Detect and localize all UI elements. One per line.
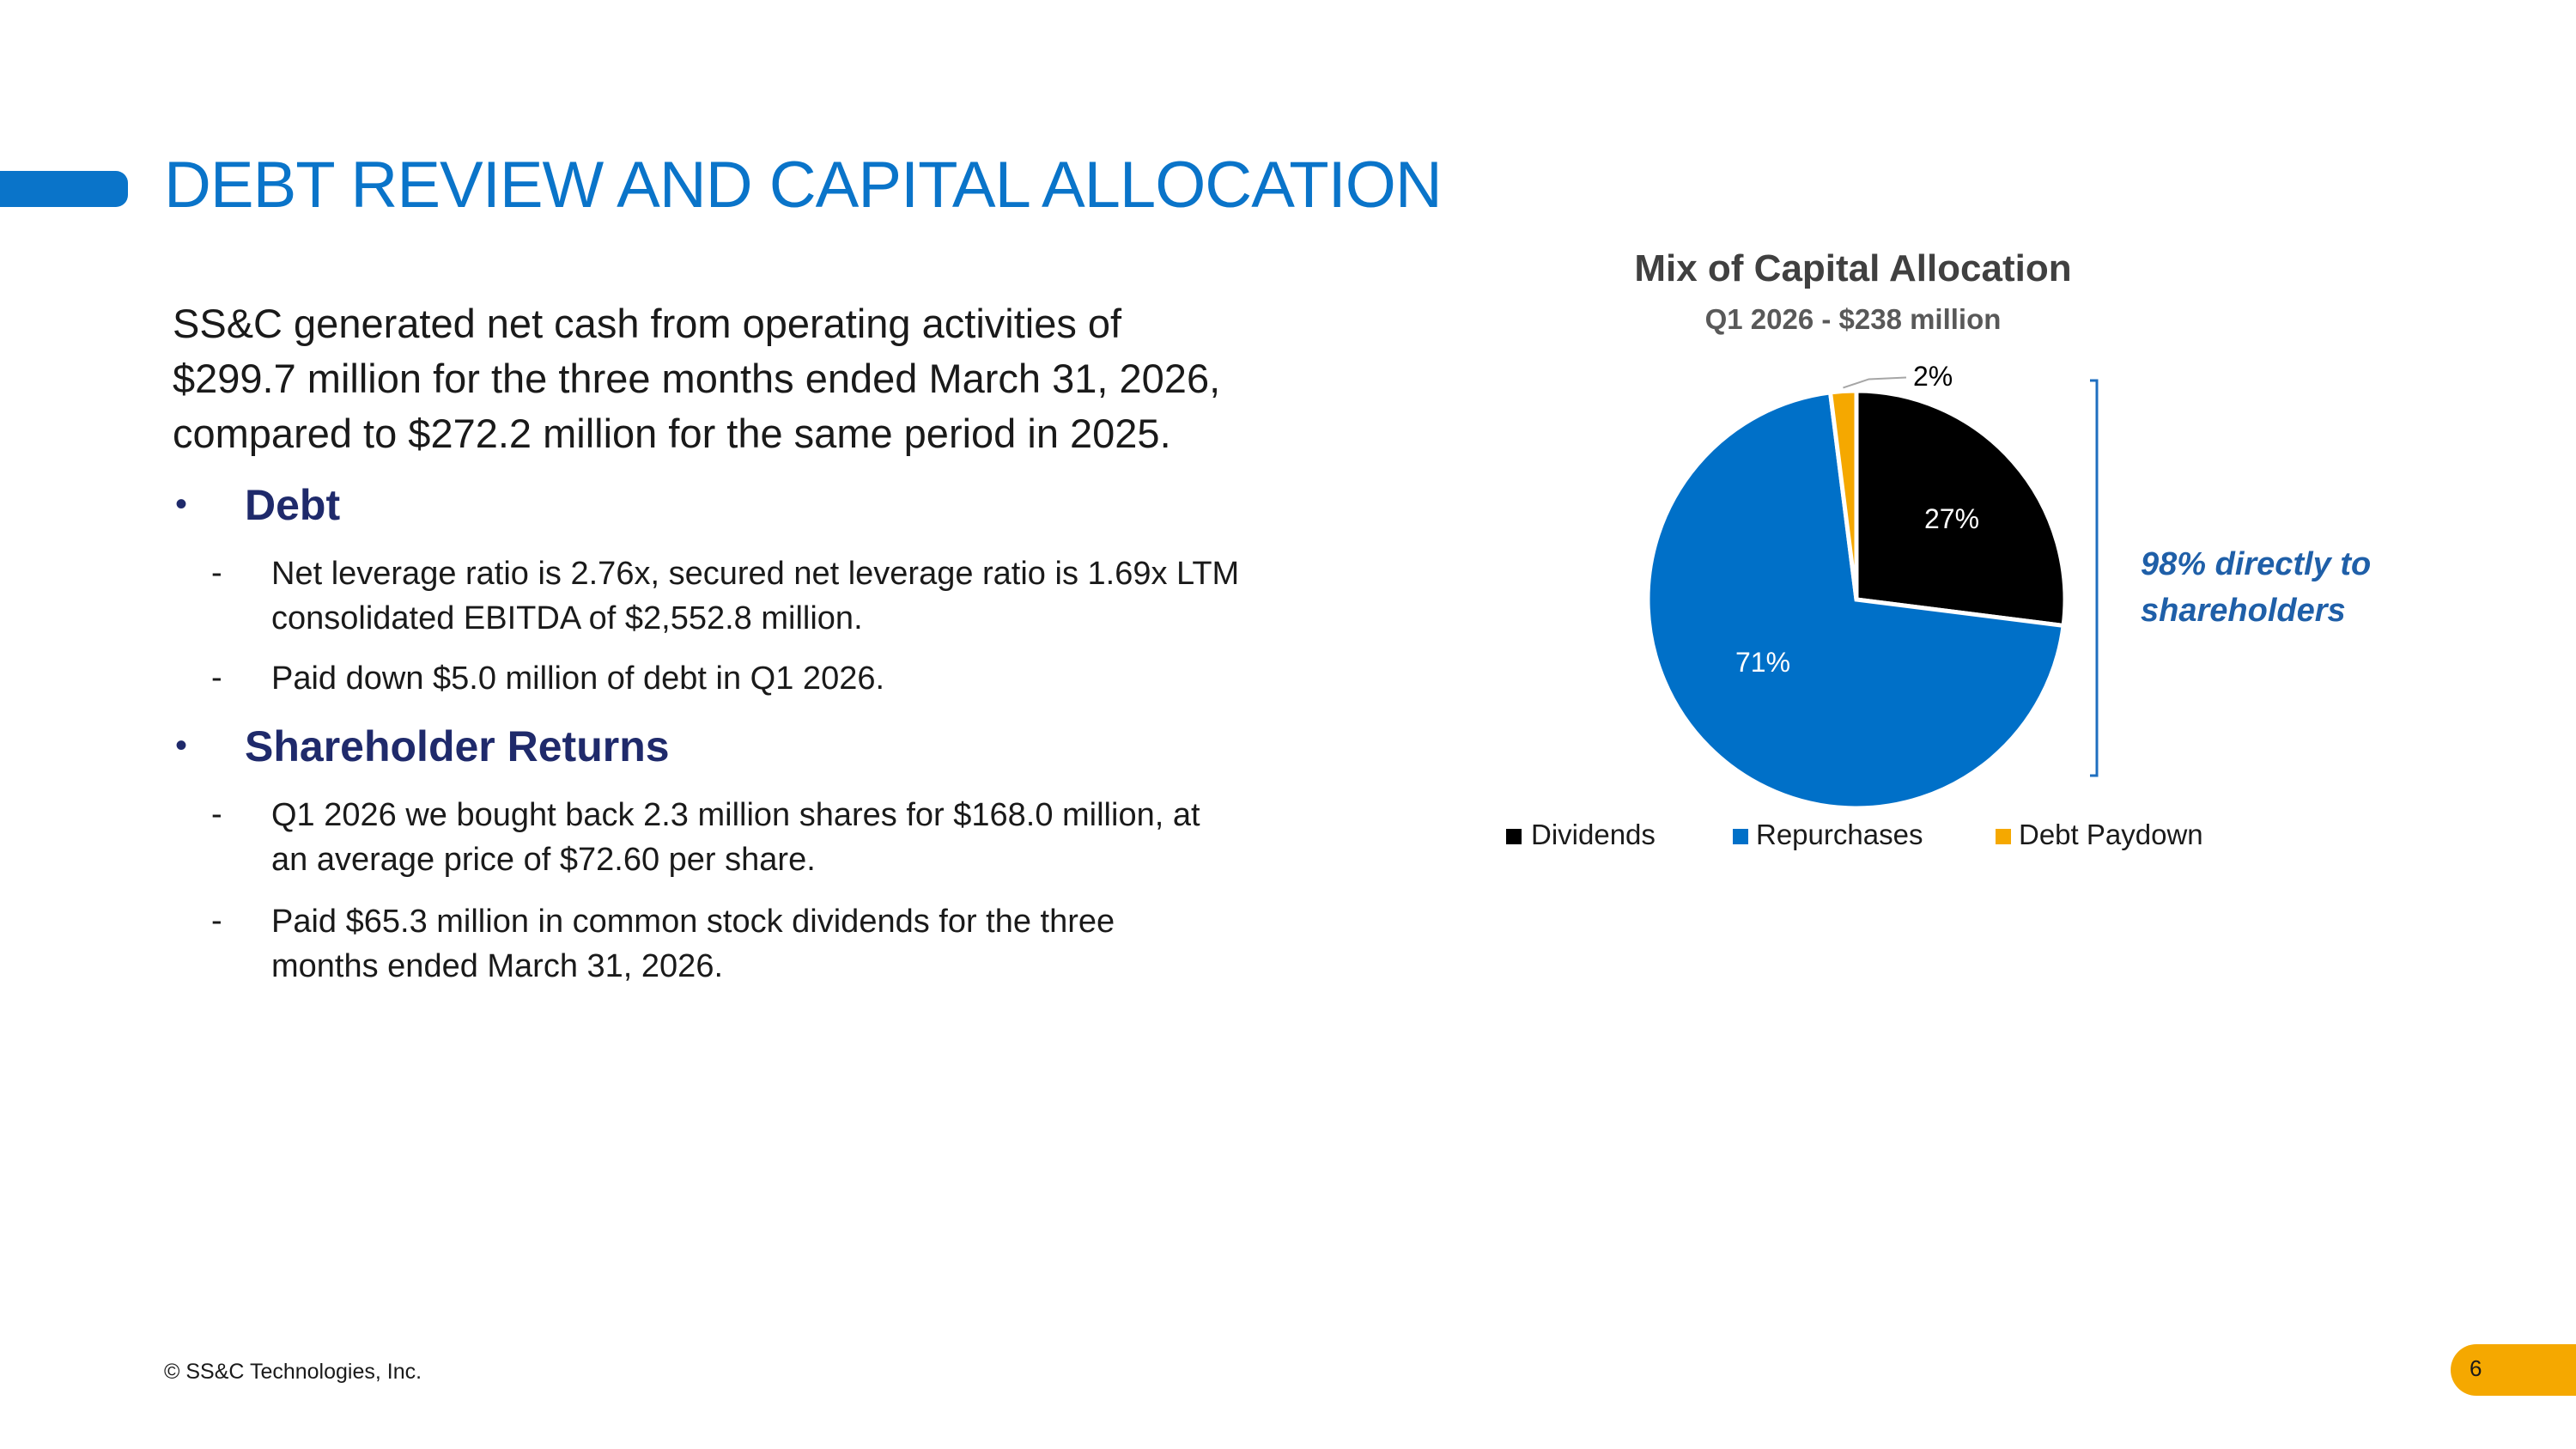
intro-line: compared to $272.2 million for the same …	[173, 411, 1171, 456]
legend-label-repurchases: Repurchases	[1756, 819, 1923, 850]
dash-icon: -	[211, 903, 222, 939]
pie-slice-repurchases	[1645, 390, 2066, 811]
returns-item: an average price of $72.60 per share.	[271, 842, 816, 878]
copyright-footer: © SS&C Technologies, Inc.	[164, 1360, 422, 1384]
bullet-icon: •	[175, 727, 188, 764]
intro-line: $299.7 million for the three months ende…	[173, 356, 1221, 401]
callout-line: shareholders	[2141, 593, 2346, 629]
chart-title: Mix of Capital Allocation	[1634, 247, 2072, 289]
legend-label-debt-paydown: Debt Paydown	[2019, 819, 2203, 850]
page-title: DEBT REVIEW AND CAPITAL ALLOCATION	[164, 149, 1443, 222]
pie-data-label: 27%	[1924, 503, 1979, 534]
callout-line: 98% directly to	[2141, 546, 2372, 582]
chart-subtitle: Q1 2026 - $238 million	[1704, 303, 2002, 335]
shareholder-callout: 98% directly to shareholders	[2141, 541, 2371, 634]
dash-icon: -	[211, 660, 222, 696]
legend-swatch-repurchases	[1733, 829, 1748, 844]
bullet-icon: •	[175, 485, 188, 523]
legend-label-dividends: Dividends	[1531, 819, 1656, 850]
dash-icon: -	[211, 796, 222, 832]
returns-item: Paid $65.3 million in common stock divid…	[271, 904, 1115, 940]
page-number: 6	[2470, 1355, 2482, 1381]
pie-slice-dividends	[1854, 388, 2068, 629]
pie-data-label: 2%	[1913, 361, 1953, 392]
legend-swatch-debt-paydown	[1996, 829, 2011, 844]
page-number-badge	[2451, 1344, 2576, 1396]
section-heading-shareholder-returns: Shareholder Returns	[245, 722, 670, 770]
returns-item: months ended March 31, 2026.	[271, 948, 724, 984]
pie-data-label: 71%	[1735, 647, 1790, 678]
section-heading-debt: Debt	[245, 481, 341, 529]
debt-item: consolidated EBITDA of $2,552.8 million.	[271, 600, 863, 636]
debt-item: Net leverage ratio is 2.76x, secured net…	[271, 556, 1240, 592]
bracket	[2090, 379, 2099, 777]
returns-item: Q1 2026 we bought back 2.3 million share…	[271, 797, 1200, 833]
title-accent-bar	[0, 171, 128, 207]
pie-slice-debt-paydown	[1827, 388, 1859, 600]
leader-line	[1843, 376, 1907, 389]
legend-swatch-dividends	[1506, 829, 1522, 844]
debt-item: Paid down $5.0 million of debt in Q1 202…	[271, 661, 885, 697]
dash-icon: -	[211, 555, 222, 591]
intro-line: SS&C generated net cash from operating a…	[173, 301, 1122, 346]
